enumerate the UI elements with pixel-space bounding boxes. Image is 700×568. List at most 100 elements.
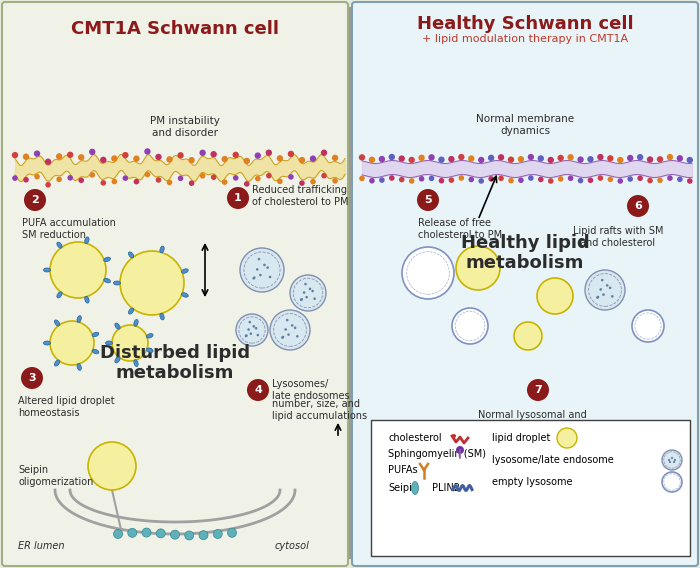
Circle shape — [46, 182, 51, 187]
Circle shape — [547, 157, 554, 163]
Text: Release of free
cholesterol to PM: Release of free cholesterol to PM — [418, 218, 502, 240]
Circle shape — [56, 177, 62, 182]
Text: 6: 6 — [634, 201, 642, 211]
Ellipse shape — [104, 257, 111, 262]
Circle shape — [50, 242, 106, 298]
Circle shape — [24, 189, 46, 211]
Circle shape — [588, 177, 594, 183]
Circle shape — [23, 177, 29, 182]
Circle shape — [112, 325, 148, 361]
Circle shape — [270, 310, 310, 350]
Circle shape — [291, 324, 293, 327]
Text: empty lysosome: empty lysosome — [492, 477, 573, 487]
Circle shape — [668, 459, 670, 461]
Circle shape — [255, 176, 260, 181]
Circle shape — [253, 325, 255, 328]
Circle shape — [232, 152, 239, 158]
Circle shape — [596, 296, 599, 298]
Circle shape — [236, 314, 268, 346]
Circle shape — [266, 266, 269, 269]
Text: 4: 4 — [254, 385, 262, 395]
Circle shape — [548, 178, 554, 184]
Circle shape — [627, 176, 633, 182]
Circle shape — [419, 154, 425, 161]
Circle shape — [255, 327, 258, 329]
Text: Reduced trafficking
of cholesterol to PM: Reduced trafficking of cholesterol to PM — [252, 185, 349, 207]
Ellipse shape — [92, 332, 99, 337]
Circle shape — [607, 155, 613, 161]
Circle shape — [537, 278, 573, 314]
Circle shape — [398, 156, 405, 162]
Circle shape — [428, 154, 435, 161]
Circle shape — [199, 173, 205, 178]
Circle shape — [662, 472, 682, 492]
Circle shape — [314, 298, 316, 300]
Ellipse shape — [115, 323, 120, 329]
Circle shape — [100, 157, 106, 163]
Circle shape — [488, 154, 494, 161]
Circle shape — [222, 179, 228, 185]
Circle shape — [321, 149, 327, 156]
Text: 1: 1 — [234, 193, 242, 203]
Circle shape — [199, 531, 208, 540]
Ellipse shape — [104, 278, 111, 283]
Circle shape — [409, 178, 414, 183]
Circle shape — [458, 154, 465, 160]
Circle shape — [101, 180, 106, 186]
Circle shape — [288, 174, 294, 179]
Circle shape — [294, 327, 296, 329]
Circle shape — [228, 528, 237, 537]
Ellipse shape — [129, 308, 134, 314]
Circle shape — [257, 334, 259, 336]
Circle shape — [78, 154, 85, 161]
Circle shape — [321, 173, 327, 178]
Text: Healthy lipid
metabolism: Healthy lipid metabolism — [461, 233, 589, 273]
Circle shape — [606, 284, 608, 287]
Text: ER lumen: ER lumen — [18, 541, 64, 551]
Text: 5: 5 — [424, 195, 432, 205]
Circle shape — [627, 195, 649, 217]
Circle shape — [67, 152, 74, 158]
Text: Seipin
oligomerization: Seipin oligomerization — [18, 465, 93, 487]
Ellipse shape — [412, 482, 419, 495]
Ellipse shape — [43, 268, 50, 272]
Circle shape — [666, 154, 673, 160]
Circle shape — [303, 291, 305, 294]
Circle shape — [310, 156, 316, 162]
Circle shape — [263, 264, 266, 266]
Circle shape — [309, 287, 312, 290]
Circle shape — [528, 176, 533, 181]
Text: + lipid modulation therapy in CMT1A: + lipid modulation therapy in CMT1A — [422, 34, 628, 44]
Circle shape — [601, 279, 603, 281]
Circle shape — [332, 178, 338, 183]
Circle shape — [258, 258, 260, 260]
Circle shape — [369, 178, 375, 183]
Circle shape — [359, 176, 365, 181]
Circle shape — [578, 156, 584, 163]
Circle shape — [299, 180, 304, 186]
Circle shape — [417, 189, 439, 211]
Text: Seipin: Seipin — [388, 483, 418, 493]
Text: Normal lysosomal and
lipid droplet homeostasis: Normal lysosomal and lipid droplet homeo… — [470, 410, 594, 432]
Circle shape — [662, 450, 682, 470]
Circle shape — [128, 528, 136, 537]
Circle shape — [671, 457, 673, 459]
Text: cholesterol: cholesterol — [388, 433, 442, 443]
Ellipse shape — [85, 237, 89, 244]
Text: 2: 2 — [31, 195, 39, 205]
Circle shape — [290, 275, 326, 311]
Circle shape — [45, 158, 51, 165]
Circle shape — [611, 295, 614, 298]
Circle shape — [211, 174, 216, 180]
Circle shape — [677, 177, 682, 182]
Circle shape — [78, 178, 84, 183]
Circle shape — [299, 157, 305, 164]
Text: Altered lipid droplet
homeostasis: Altered lipid droplet homeostasis — [18, 396, 115, 417]
Circle shape — [379, 177, 385, 183]
Text: PUFAs: PUFAs — [388, 465, 418, 475]
Circle shape — [518, 156, 524, 162]
Circle shape — [627, 155, 634, 161]
Circle shape — [12, 152, 18, 158]
Circle shape — [12, 176, 18, 181]
Circle shape — [244, 158, 250, 164]
